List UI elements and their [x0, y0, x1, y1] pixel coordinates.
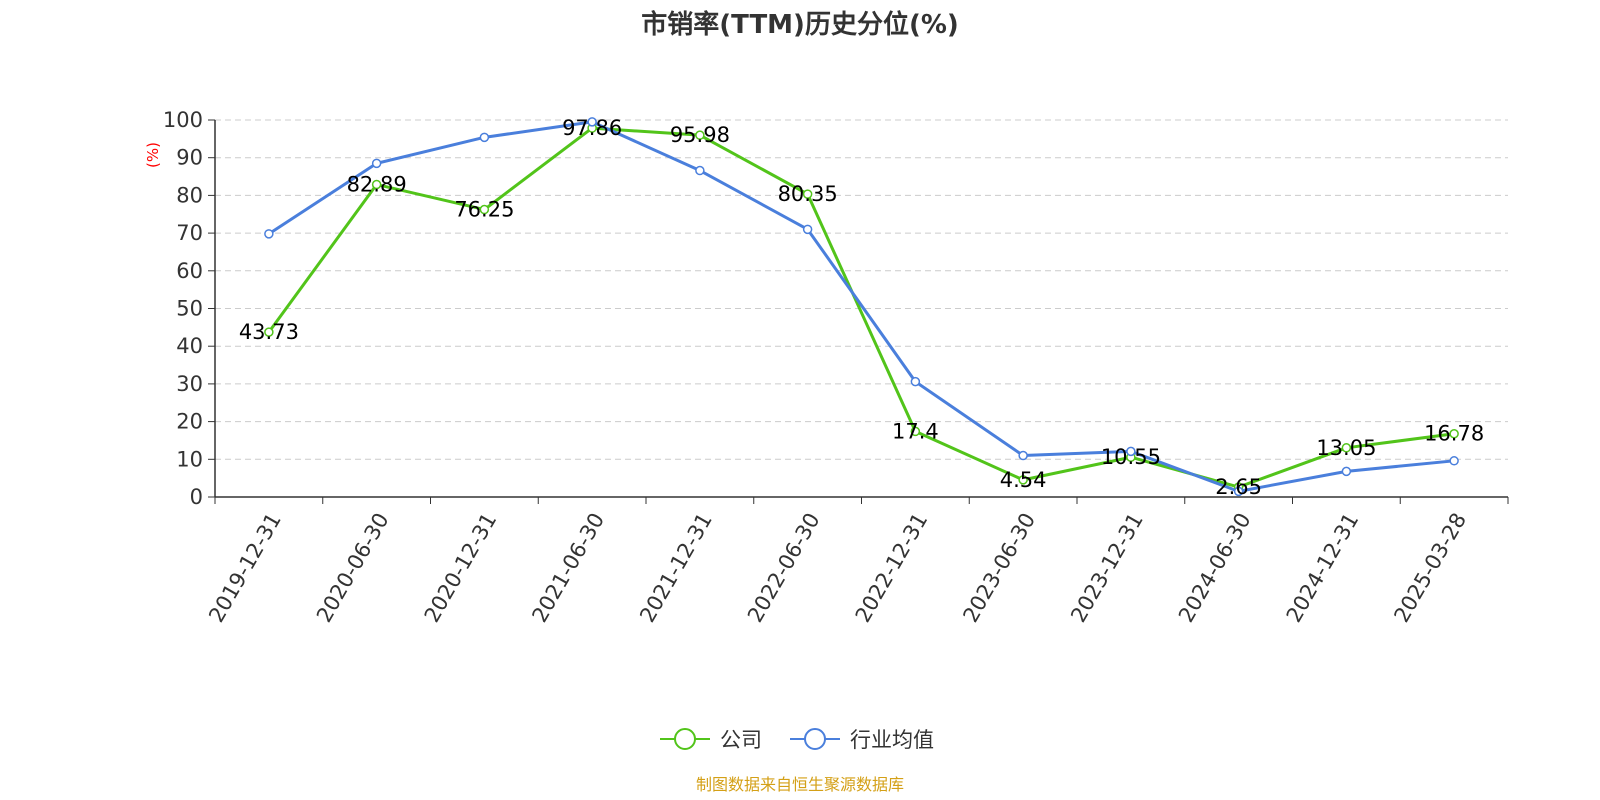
data-label: 97.86: [562, 116, 622, 140]
y-tick-label: 100: [163, 108, 203, 132]
legend-marker: [674, 728, 696, 750]
data-label: 95.98: [670, 123, 730, 147]
y-tick-label: 50: [176, 297, 203, 321]
y-tick-label: 10: [176, 447, 203, 471]
legend-marker: [804, 728, 826, 750]
series-line-1: [268, 120, 1455, 493]
chart-title: 市销率(TTM)历史分位(%): [641, 9, 959, 40]
data-label: 2.65: [1215, 475, 1262, 499]
legend-item-1[interactable]: 行业均值: [790, 728, 934, 752]
data-label: 82.89: [347, 173, 407, 197]
series-lines: [267, 120, 1455, 493]
x-tick-label: 2021-06-30: [527, 509, 609, 627]
data-point[interactable]: [1449, 428, 1459, 439]
y-tick-label: 0: [190, 485, 203, 509]
data-labels: 43.73 82.89 76.25 97.86 95.98 80.35 17.4 4.54 10…: [239, 116, 1484, 499]
data-point[interactable]: [1449, 456, 1459, 466]
data-label: 10.55: [1101, 445, 1161, 469]
data-point[interactable]: [1018, 475, 1028, 485]
data-point[interactable]: [1233, 486, 1244, 497]
data-point[interactable]: [371, 158, 382, 169]
data-point[interactable]: [802, 224, 813, 235]
series-points: [264, 117, 1459, 497]
x-tick-label: 2022-06-30: [743, 509, 825, 627]
legend-item-0[interactable]: 公司: [660, 728, 762, 752]
x-tick-label: 2024-06-30: [1174, 509, 1256, 627]
data-point[interactable]: [695, 165, 705, 176]
data-label: 13.05: [1316, 436, 1376, 460]
x-tick-label: 2020-12-31: [420, 509, 502, 627]
data-point[interactable]: [910, 426, 921, 437]
data-point[interactable]: [695, 130, 705, 140]
data-point[interactable]: [479, 132, 490, 143]
legend[interactable]: 公司 行业均值: [660, 728, 934, 752]
y-tick-label: 60: [176, 259, 203, 283]
legend-label: 行业均值: [850, 728, 934, 752]
x-tick-label: 2024-12-31: [1282, 509, 1364, 627]
data-point[interactable]: [910, 376, 921, 387]
data-point[interactable]: [1126, 446, 1136, 457]
data-point[interactable]: [1018, 450, 1028, 461]
y-tick-label: 70: [176, 221, 203, 245]
y-tick-label: 30: [176, 372, 203, 396]
x-tick-label: 2025-03-28: [1389, 509, 1471, 627]
x-tick-label: 2023-06-30: [958, 509, 1040, 627]
grid-lines: [215, 119, 1508, 460]
data-point[interactable]: [802, 189, 813, 199]
data-point[interactable]: [371, 179, 382, 190]
data-label: 17.4: [892, 419, 939, 443]
data-point[interactable]: [587, 117, 597, 127]
y-tick-label: 40: [176, 334, 203, 358]
y-axis-unit-label: (%): [144, 142, 162, 168]
series-line-0: [267, 126, 1455, 489]
data-label: 80.35: [778, 182, 838, 206]
x-tick-label: 2023-12-31: [1066, 509, 1148, 627]
source-note: 制图数据来自恒生聚源数据库: [696, 775, 904, 794]
data-point[interactable]: [264, 327, 274, 337]
data-label: 43.73: [239, 320, 299, 344]
y-tick-label: 90: [176, 146, 203, 170]
data-point[interactable]: [264, 229, 274, 239]
data-point[interactable]: [1341, 466, 1352, 477]
legend-label: 公司: [720, 728, 762, 752]
data-label: 4.54: [1000, 468, 1047, 492]
x-tick-label: 2019-12-31: [204, 509, 286, 627]
y-tick-label: 20: [176, 410, 203, 434]
data-point[interactable]: [479, 204, 490, 215]
y-tick-label: 80: [176, 183, 203, 207]
data-label: 16.78: [1424, 422, 1484, 446]
x-tick-label: 2021-12-31: [635, 509, 717, 627]
data-label: 76.25: [454, 198, 514, 222]
x-tick-label: 2022-12-31: [851, 509, 933, 627]
data-point[interactable]: [1341, 443, 1352, 453]
x-tick-label: 2020-06-30: [312, 509, 394, 627]
